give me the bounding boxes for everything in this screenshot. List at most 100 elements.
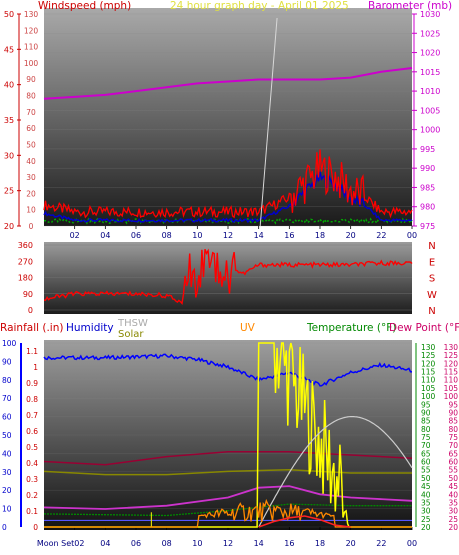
- direction-tick-label: 270: [18, 257, 33, 266]
- temperature-tick-label: 65: [421, 449, 431, 458]
- humidity-tick-label: 60: [2, 413, 12, 422]
- barometer-tick-label: 1020: [420, 49, 440, 58]
- barometer-tick-label: 1025: [420, 29, 440, 38]
- dewpoint-tick-label: 30: [448, 507, 458, 516]
- temperature-tick-label: 45: [421, 482, 431, 491]
- wind-secondary-tick-label: 120: [24, 26, 39, 35]
- x-tick-label: 18: [315, 539, 325, 548]
- rain-tick-label: 0.8: [26, 395, 38, 404]
- temperature-tick-label: 60: [421, 458, 431, 467]
- dewpoint-line: [43, 450, 413, 466]
- wind-secondary-tick-label: 70: [26, 108, 36, 117]
- x-tick-label: 22: [376, 539, 386, 548]
- wind-tick-label: 35: [4, 116, 14, 125]
- dewpoint-label: Dew Point (°F): [389, 322, 459, 334]
- wind-secondary-tick-label: 60: [26, 124, 36, 133]
- dewpoint-tick-label: 85: [448, 417, 458, 426]
- direction-tick-label: 360: [18, 241, 33, 250]
- x-tick-label: 04: [100, 539, 110, 548]
- wind-secondary-tick-label: 40: [26, 157, 36, 166]
- windspeed-line: [43, 149, 413, 219]
- wind-secondary-tick-label: 50: [26, 140, 36, 149]
- temperature-label: Temperature (°F): [306, 322, 396, 334]
- rain-tick-label: 0.5: [26, 443, 38, 452]
- barometer-tick-label: 995: [420, 145, 435, 154]
- temperature-tick-label: 90: [421, 408, 431, 417]
- wind-average-line: [43, 171, 413, 224]
- x-tick-label: 12: [223, 231, 233, 240]
- x-tick-label: 20: [346, 539, 356, 548]
- dewpoint-tick-label: 50: [448, 474, 458, 483]
- temperature-tick-label: 40: [421, 490, 431, 499]
- wind-plot-area: [44, 8, 412, 226]
- dewpoint-tick-label: 125: [444, 351, 459, 360]
- temperature-tick-label: 115: [421, 368, 436, 377]
- dewpoint-tick-label: 110: [444, 376, 459, 385]
- humidity-tick-label: 100: [2, 339, 17, 348]
- wind-lull-line: [43, 217, 413, 225]
- wind-secondary-tick-label: 20: [26, 189, 36, 198]
- temperature-tick-label: 75: [421, 433, 431, 442]
- wind-secondary-tick-label: 10: [26, 206, 36, 215]
- x-tick-label: 10: [192, 231, 202, 240]
- graph-title: 24 hour graph day - April 01 2025: [170, 0, 349, 12]
- direction-tick-label: 0: [28, 306, 33, 315]
- dewpoint-tick-label: 60: [448, 458, 458, 467]
- x-tick-label: 00: [407, 231, 417, 240]
- humidity-line: [43, 353, 413, 387]
- x-tick-label: 06: [131, 539, 141, 548]
- barometer-tick-label: 1000: [420, 126, 440, 135]
- barometer-title: Barometer (mb): [368, 0, 452, 12]
- temperature-tick-label: 95: [421, 400, 431, 409]
- x-tick-label: 06: [131, 231, 141, 240]
- barometer-tick-label: 1005: [420, 106, 440, 115]
- rain-tick-label: 1.1: [26, 347, 38, 356]
- dewpoint-tick-label: 90: [448, 408, 458, 417]
- rain-tick-label: 0.2: [26, 491, 38, 500]
- humidity-tick-label: 0: [2, 523, 7, 532]
- rainfall-label: Rainfall (.in): [0, 322, 63, 334]
- temperature-tick-label: 70: [421, 441, 431, 450]
- x-tick-label: 20: [346, 231, 356, 240]
- x-tick-label: 02: [70, 231, 80, 240]
- barometer-tick-label: 990: [420, 164, 435, 173]
- wind-secondary-tick-label: 130: [24, 10, 39, 19]
- dewpoint-tick-label: 55: [448, 466, 458, 475]
- wind-tick-label: 50: [4, 10, 14, 19]
- rainfall-line: [258, 515, 351, 528]
- wind-direction-line: [44, 248, 413, 305]
- thsw-line: [43, 468, 412, 476]
- temperature-tick-label: 130: [421, 343, 436, 352]
- rain-tick-label: 0.4: [26, 459, 38, 468]
- barometer-tick-label: 975: [420, 222, 435, 231]
- direction-compass-label: E: [429, 257, 435, 268]
- wind-secondary-tick-label: 80: [26, 92, 36, 101]
- temperature-tick-label: 20: [421, 523, 431, 532]
- direction-compass-label: S: [429, 274, 435, 285]
- solar-label: Solar: [118, 329, 144, 340]
- direction-compass-label: W: [427, 290, 437, 301]
- temperature-line: [43, 485, 413, 510]
- wind-tick-label: 30: [4, 151, 14, 160]
- humidity-tick-label: 10: [2, 505, 12, 514]
- dewpoint-tick-label: 95: [448, 400, 458, 409]
- humidity-tick-label: 40: [2, 449, 12, 458]
- dewpoint-tick-label: 20: [448, 523, 458, 532]
- dewpoint-tick-label: 80: [448, 425, 458, 434]
- temperature-tick-label: 110: [421, 376, 436, 385]
- x-tick-label: 10: [192, 539, 202, 548]
- dewpoint-tick-label: 105: [444, 384, 459, 393]
- temperature-tick-label: 100: [421, 392, 436, 401]
- dewpoint-tick-label: 115: [444, 368, 459, 377]
- wind-tick-label: 25: [4, 187, 14, 196]
- wind-secondary-tick-label: 0: [29, 222, 34, 231]
- x-tick-label: 22: [376, 231, 386, 240]
- humidity-tick-label: 20: [2, 486, 12, 495]
- dewpoint-tick-label: 75: [448, 433, 458, 442]
- rain-tick-label: 0.9: [26, 379, 38, 388]
- x-tick-label: 08: [162, 231, 172, 240]
- temperature-tick-label: 30: [421, 507, 431, 516]
- x-tick-label: 12: [223, 539, 233, 548]
- uv-label: UV: [240, 322, 256, 334]
